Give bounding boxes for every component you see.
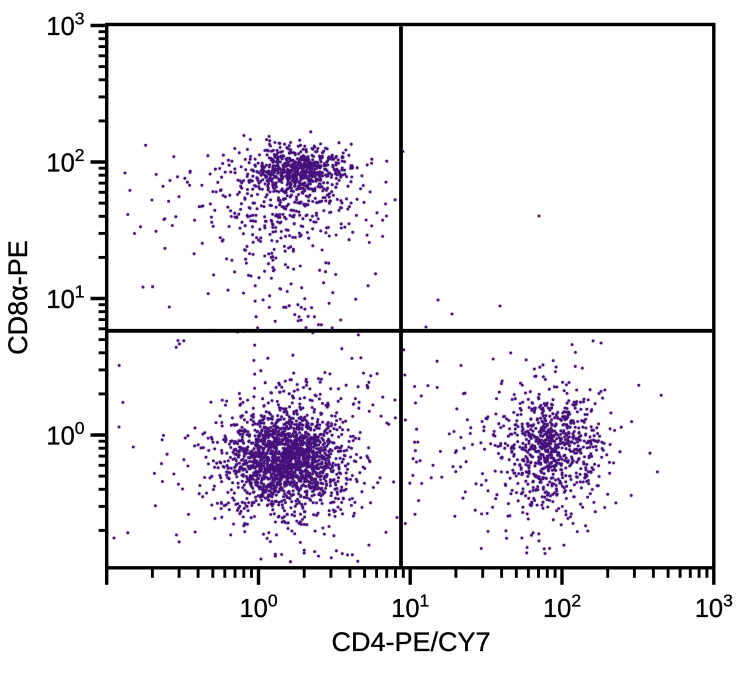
svg-text:CD8α-PE: CD8α-PE	[3, 240, 33, 355]
svg-text:CD4-PE/CY7: CD4-PE/CY7	[331, 627, 490, 657]
